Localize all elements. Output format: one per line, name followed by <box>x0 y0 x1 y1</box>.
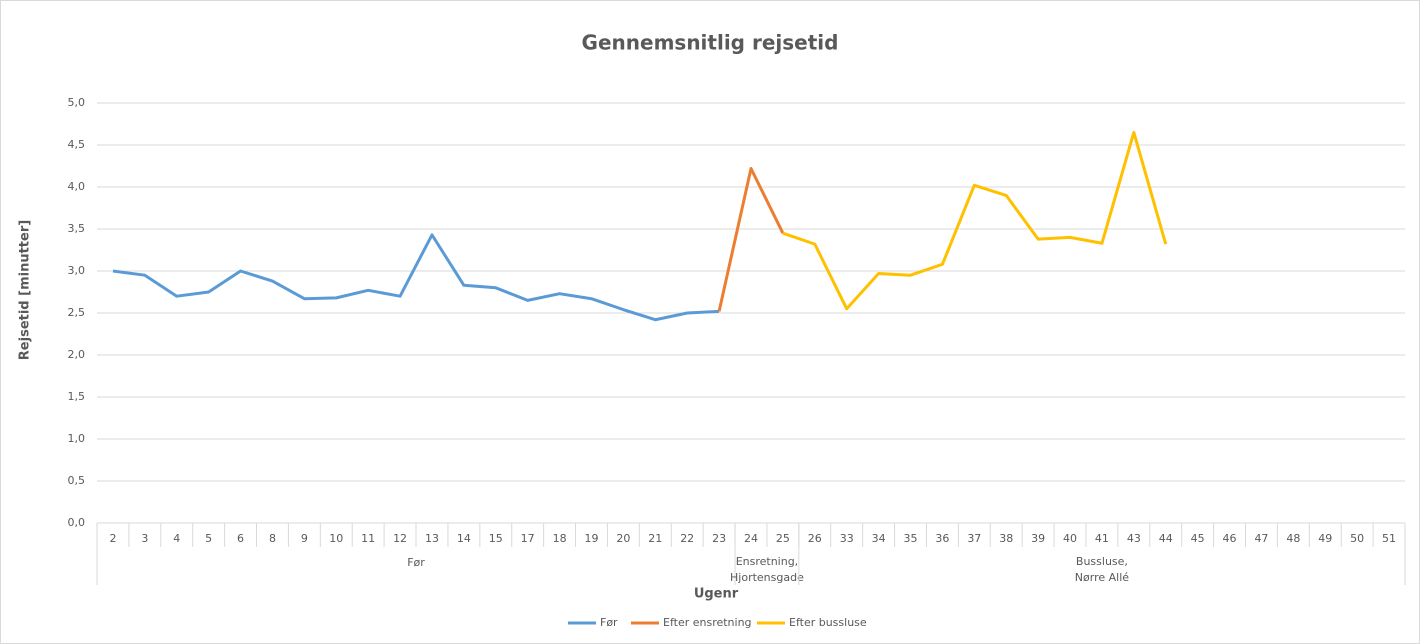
y-tick-label: 4,5 <box>68 138 86 151</box>
x-tick-label: 3 <box>141 532 148 545</box>
y-tick-label: 5,0 <box>68 96 86 109</box>
y-tick-label: 0,0 <box>68 516 86 529</box>
x-tick-label: 45 <box>1191 532 1205 545</box>
y-axis-title: Rejsetid [minutter] <box>18 220 33 360</box>
group-label: Bussluse, <box>1076 555 1128 568</box>
y-tick-label: 3,0 <box>68 264 86 277</box>
y-tick-label: 0,5 <box>68 474 86 487</box>
x-tick-label: 26 <box>808 532 822 545</box>
x-tick-label: 41 <box>1095 532 1109 545</box>
y-tick-label: 4,0 <box>68 180 86 193</box>
x-tick-label: 9 <box>301 532 308 545</box>
x-tick-label: 6 <box>237 532 244 545</box>
x-tick-label: 38 <box>999 532 1013 545</box>
x-tick-label: 25 <box>776 532 790 545</box>
x-tick-label: 36 <box>935 532 949 545</box>
x-tick-label: 43 <box>1127 532 1141 545</box>
x-tick-label: 17 <box>521 532 535 545</box>
legend-label: Efter ensretning <box>663 616 752 629</box>
x-tick-label: 19 <box>584 532 598 545</box>
x-tick-label: 44 <box>1159 532 1173 545</box>
y-tick-label: 2,5 <box>68 306 86 319</box>
x-tick-label: 24 <box>744 532 758 545</box>
x-tick-label: 50 <box>1350 532 1364 545</box>
x-tick-label: 33 <box>840 532 854 545</box>
series-line <box>717 167 785 312</box>
y-tick-label: 1,0 <box>68 432 86 445</box>
x-tick-label: 22 <box>680 532 694 545</box>
x-tick-label: 2 <box>109 532 116 545</box>
x-tick-label: 13 <box>425 532 439 545</box>
x-axis-title: Ugenr <box>694 587 739 602</box>
x-tick-label: 39 <box>1031 532 1045 545</box>
x-tick-label: 23 <box>712 532 726 545</box>
x-tick-label: 35 <box>904 532 918 545</box>
x-tick-label: 21 <box>648 532 662 545</box>
x-tick-label: 4 <box>173 532 180 545</box>
x-tick-label: 18 <box>553 532 567 545</box>
y-tick-label: 2,0 <box>68 348 86 361</box>
x-tick-label: 12 <box>393 532 407 545</box>
x-tick-label: 40 <box>1063 532 1077 545</box>
x-tick-label: 5 <box>205 532 212 545</box>
x-tick-label: 48 <box>1286 532 1300 545</box>
series-line <box>782 130 1168 311</box>
x-tick-label: 10 <box>329 532 343 545</box>
group-label: Nørre Allé <box>1075 571 1129 584</box>
x-tick-label: 46 <box>1223 532 1237 545</box>
x-tick-label: 37 <box>967 532 981 545</box>
x-tick-label: 14 <box>457 532 471 545</box>
y-tick-label: 3,5 <box>68 222 86 235</box>
x-tick-label: 8 <box>269 532 276 545</box>
group-label: Ensretning, <box>736 555 799 568</box>
x-tick-label: 51 <box>1382 532 1396 545</box>
series-line <box>112 233 720 322</box>
legend-label: Før <box>600 616 618 629</box>
x-tick-label: 34 <box>872 532 886 545</box>
x-tick-label: 49 <box>1318 532 1332 545</box>
group-label: Hjortensgade <box>730 571 804 584</box>
x-tick-label: 11 <box>361 532 375 545</box>
x-tick-label: 20 <box>616 532 630 545</box>
x-tick-label: 15 <box>489 532 503 545</box>
legend-label: Efter bussluse <box>789 616 867 629</box>
x-tick-label: 47 <box>1254 532 1268 545</box>
y-tick-label: 1,5 <box>68 390 86 403</box>
chart-title: Gennemsnitlig rejsetid <box>582 31 839 55</box>
group-label: Før <box>407 556 425 569</box>
